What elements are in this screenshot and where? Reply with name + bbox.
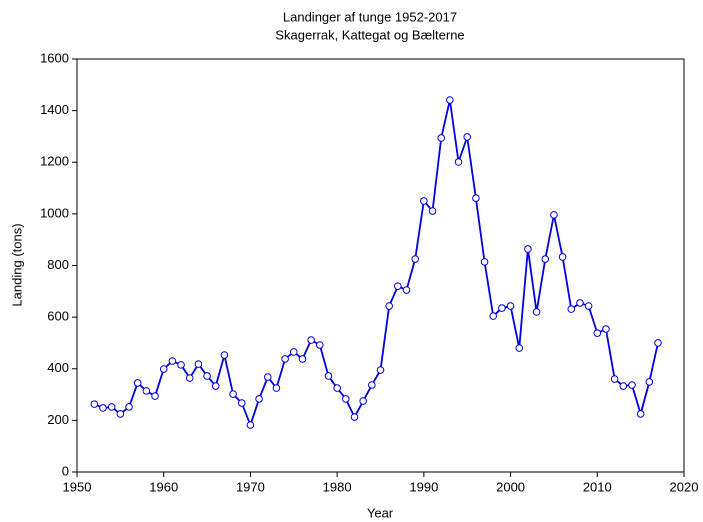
y-tick-label: 1200 (40, 154, 69, 169)
point (342, 395, 350, 403)
point (402, 286, 411, 294)
point (524, 245, 532, 253)
point (307, 336, 315, 344)
point (558, 253, 567, 261)
point (428, 207, 437, 215)
x-axis-label: Year (367, 505, 394, 520)
point (255, 395, 263, 403)
point (168, 357, 177, 365)
point (610, 375, 619, 383)
point (645, 378, 654, 386)
point (567, 305, 576, 313)
point (628, 381, 636, 389)
point (316, 341, 324, 349)
line (93, 99, 659, 428)
point (272, 384, 281, 392)
point (454, 158, 463, 166)
point (324, 372, 333, 380)
x-tick-label: 1980 (323, 479, 352, 494)
y-tick-label: 1400 (40, 102, 69, 117)
point (289, 348, 298, 356)
x-tick-label: 2020 (670, 479, 699, 494)
point (593, 329, 602, 337)
point (90, 400, 99, 408)
x-tick-label: 1990 (409, 479, 438, 494)
point (602, 325, 610, 333)
point (203, 372, 211, 380)
y-tick-label: 800 (47, 257, 69, 272)
point (515, 344, 524, 352)
y-axis-label: Landing (tons) (9, 223, 24, 306)
point (333, 384, 341, 392)
point (350, 413, 359, 421)
point (480, 258, 489, 266)
point (151, 392, 159, 400)
y-tick-label: 0 (62, 463, 69, 478)
point (99, 404, 107, 412)
point (489, 312, 498, 320)
point (437, 134, 446, 142)
point (116, 410, 125, 418)
point (220, 351, 229, 359)
x-tick-label: 2000 (496, 479, 525, 494)
point (107, 403, 116, 411)
point (281, 355, 289, 363)
point (472, 194, 480, 202)
point (185, 374, 194, 382)
point (211, 382, 220, 390)
point (584, 302, 593, 310)
point (246, 421, 255, 429)
chart-subtitle: Skagerrak, Kattegat og Bælterne (275, 27, 464, 42)
y-tick-label: 200 (47, 412, 69, 427)
point (636, 410, 645, 418)
y-tick-label: 1000 (40, 205, 69, 220)
chart-title: Landinger af tunge 1952-2017 (283, 9, 457, 24)
point (498, 304, 506, 312)
y-tick-label: 600 (47, 309, 69, 324)
x-tick-label: 1960 (149, 479, 178, 494)
x-tick-label: 1950 (63, 479, 92, 494)
point (506, 302, 515, 310)
point (142, 387, 151, 395)
point (420, 197, 428, 205)
point (359, 397, 367, 405)
point (576, 299, 584, 307)
point (237, 399, 246, 407)
point (177, 361, 185, 369)
point (229, 390, 237, 398)
point (298, 355, 307, 363)
point (550, 211, 558, 219)
point (133, 379, 142, 387)
y-tick-label: 1600 (40, 50, 69, 65)
point (385, 302, 393, 310)
point (394, 282, 402, 290)
point (368, 381, 376, 389)
point (654, 339, 662, 347)
plot-frame (76, 58, 685, 473)
x-tick-label: 2010 (583, 479, 612, 494)
point (263, 373, 272, 381)
point (125, 403, 133, 411)
point (159, 365, 168, 373)
point (532, 308, 541, 316)
point (376, 366, 385, 374)
x-tick-label: 1970 (236, 479, 265, 494)
point (411, 255, 419, 263)
point (463, 133, 472, 141)
y-tick-label: 400 (47, 360, 69, 375)
point (541, 255, 550, 263)
point (194, 360, 203, 368)
point (619, 382, 628, 390)
point (446, 96, 454, 104)
